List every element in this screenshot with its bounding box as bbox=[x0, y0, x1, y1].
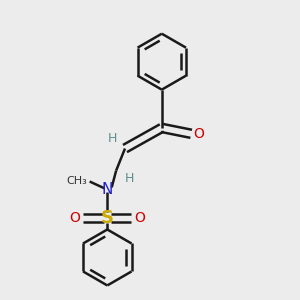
Text: O: O bbox=[194, 127, 205, 141]
Text: O: O bbox=[134, 211, 145, 225]
Text: O: O bbox=[70, 211, 80, 225]
Text: S: S bbox=[101, 209, 114, 227]
Text: H: H bbox=[124, 172, 134, 185]
Text: N: N bbox=[102, 182, 113, 197]
Text: H: H bbox=[108, 132, 118, 145]
Text: CH₃: CH₃ bbox=[67, 176, 87, 186]
